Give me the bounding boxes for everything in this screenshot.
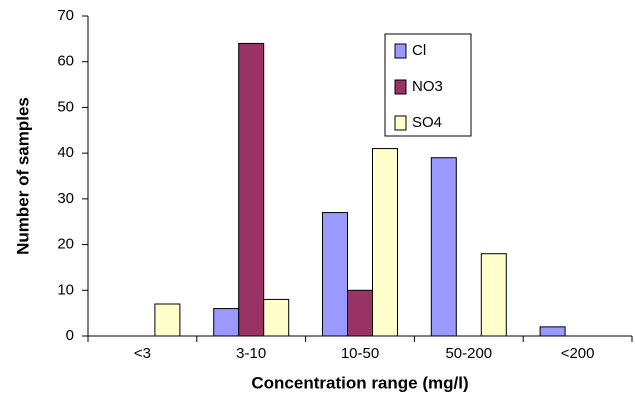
legend-label: SO4 (412, 114, 442, 131)
bar (154, 303, 181, 337)
x-axis-title: Concentration range (mg/l) (251, 373, 468, 392)
x-tick-label: <200 (561, 345, 595, 362)
bar (539, 326, 566, 337)
legend-label: Cl (412, 42, 426, 59)
bar (347, 289, 373, 337)
y-axis-title: Number of samples (13, 97, 32, 255)
y-tick-label: 70 (57, 7, 74, 24)
y-tick-label: 0 (66, 327, 74, 344)
x-tick-label: 50-200 (445, 345, 492, 362)
bar (263, 298, 290, 337)
y-tick-label: 20 (57, 236, 74, 253)
y-tick-label: 10 (57, 281, 74, 298)
bar (372, 148, 398, 337)
bar (430, 157, 457, 337)
x-tick-label: <3 (134, 345, 151, 362)
x-tick-label: 3-10 (236, 345, 266, 362)
bar (480, 253, 507, 337)
x-tick-label: 10-50 (341, 345, 379, 362)
y-tick-label: 40 (57, 144, 74, 161)
y-tick-label: 30 (57, 190, 74, 207)
bar (322, 212, 348, 337)
legend-swatch (394, 43, 407, 59)
y-tick-label: 60 (57, 53, 74, 70)
legend-label: NO3 (412, 78, 443, 95)
y-tick-label: 50 (57, 98, 74, 115)
legend-swatch (394, 79, 407, 95)
legend-swatch (394, 115, 407, 131)
bar (213, 308, 240, 337)
bar (238, 42, 265, 337)
